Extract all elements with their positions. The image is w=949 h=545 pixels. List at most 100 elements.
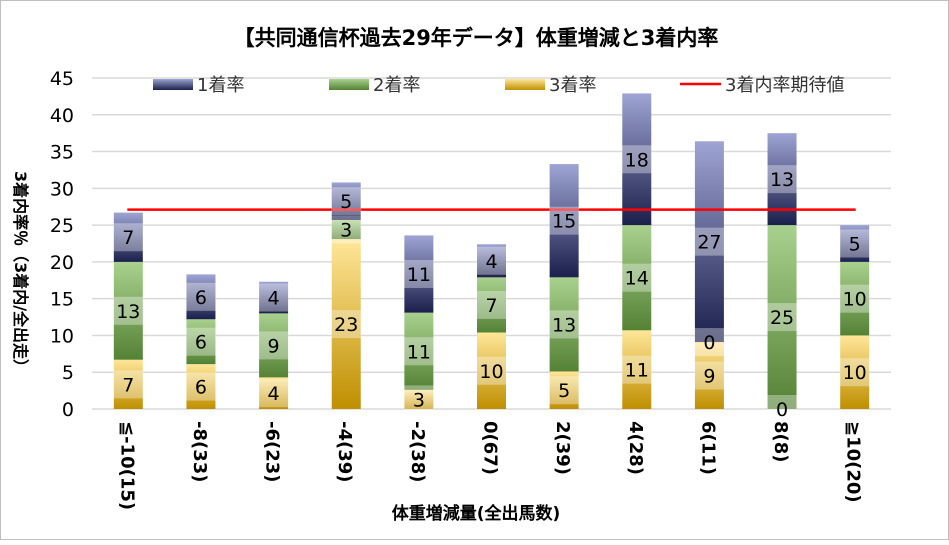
data-label-background <box>839 358 870 387</box>
data-label: 4 <box>485 251 497 273</box>
data-label: 4 <box>268 288 280 310</box>
data-label-background <box>185 282 216 311</box>
x-tick-label: -8(33) <box>189 421 210 483</box>
data-label-background <box>767 395 798 423</box>
y-tick-label: 40 <box>50 105 74 127</box>
data-label: 14 <box>625 268 649 290</box>
x-tick-label: ≧10(20) <box>843 421 864 503</box>
data-label-background <box>258 379 289 408</box>
legend-label: 2着率 <box>373 75 420 96</box>
data-label: 11 <box>625 360 649 382</box>
data-label: 13 <box>116 301 140 323</box>
data-label-background <box>549 376 580 405</box>
bar-segment <box>113 359 143 409</box>
legend-label: 3着内率期待値 <box>725 75 844 96</box>
data-label-background <box>403 385 434 414</box>
bar-segment <box>477 332 506 409</box>
bar-segment <box>622 225 652 331</box>
data-label: 5 <box>340 191 352 213</box>
legend-swatch <box>329 79 369 90</box>
bar-segment <box>259 281 289 314</box>
bar-segment <box>331 182 361 220</box>
data-label-background <box>839 284 870 313</box>
data-label-background <box>113 223 144 252</box>
data-label: 13 <box>770 169 794 191</box>
data-label: 4 <box>268 383 280 405</box>
y-tick-label: 25 <box>50 215 74 237</box>
y-tick-label: 30 <box>50 178 74 200</box>
bar-segment <box>767 225 797 409</box>
bar-segment <box>549 371 579 409</box>
data-label-background <box>113 370 144 399</box>
y-tick-label: 20 <box>50 252 74 274</box>
bar-segment <box>186 319 216 365</box>
data-label-background <box>476 290 507 319</box>
bar-segment <box>404 389 434 409</box>
data-label-background <box>403 337 434 366</box>
data-label: 23 <box>334 314 358 336</box>
bar-segment <box>113 261 143 360</box>
data-label: 18 <box>625 149 649 171</box>
bar-segment <box>549 277 579 372</box>
data-label: 7 <box>122 374 134 396</box>
data-label: 15 <box>552 211 576 233</box>
bar-segment <box>186 274 216 320</box>
data-label: 3 <box>413 389 425 411</box>
data-label-background <box>113 296 144 325</box>
legend-label: 1着率 <box>197 75 244 96</box>
data-label: 10 <box>843 289 867 311</box>
data-label: 27 <box>697 232 721 254</box>
x-tick-label: 2(39) <box>552 421 573 475</box>
data-label: 10 <box>843 362 867 384</box>
data-label: 11 <box>407 341 431 363</box>
x-tick-label: ≦-10(15) <box>116 421 137 510</box>
legend-label: 3着率 <box>549 75 596 96</box>
data-label: 13 <box>552 314 576 336</box>
bar-segment <box>622 93 652 226</box>
data-label-background <box>767 303 798 332</box>
bar-segment <box>113 212 143 262</box>
data-label-background <box>549 310 580 339</box>
y-tick-label: 0 <box>62 399 74 421</box>
data-label: 9 <box>703 366 715 388</box>
data-label-background <box>621 145 652 174</box>
bar-segment <box>622 330 652 409</box>
y-tick-label: 35 <box>50 142 74 164</box>
y-tick-label: 45 <box>50 68 74 90</box>
data-label: 7 <box>122 227 134 249</box>
bar-segment <box>186 364 216 409</box>
data-label: 9 <box>268 335 280 357</box>
chart-title: 【共同通信杯過去29年データ】体重増減と3着内率 <box>234 26 719 50</box>
data-label-background <box>549 206 580 235</box>
bar-segment <box>331 219 361 240</box>
data-label-background <box>621 355 652 384</box>
data-label: 10 <box>479 361 503 383</box>
legend-swatch <box>153 79 193 90</box>
bar-segment <box>259 313 289 378</box>
bar-segment <box>331 239 361 409</box>
data-label-background <box>185 372 216 401</box>
data-label: 0 <box>703 332 715 354</box>
y-tick-label: 10 <box>50 325 74 347</box>
bar-segment <box>840 335 870 409</box>
y-tick-label: 15 <box>50 289 74 311</box>
data-label-background <box>621 263 652 292</box>
data-label-background <box>476 356 507 385</box>
bar-segment <box>477 244 506 278</box>
x-tick-label: 4(28) <box>625 421 646 475</box>
data-label-background <box>476 246 507 275</box>
bar-segment <box>404 312 434 390</box>
data-label-background <box>331 215 362 244</box>
bar-segment <box>549 164 579 278</box>
data-label-background <box>258 331 289 360</box>
data-label-background <box>767 165 798 194</box>
x-tick-label: 6(11) <box>697 421 718 475</box>
y-tick-label: 5 <box>62 362 74 384</box>
data-label: 5 <box>849 234 861 256</box>
x-tick-label: 0(67) <box>480 421 501 475</box>
y-axis-label: 3着内率％（3着内/全出走） <box>11 171 30 375</box>
data-label-background <box>694 328 725 357</box>
x-tick-label: -4(39) <box>334 421 355 483</box>
